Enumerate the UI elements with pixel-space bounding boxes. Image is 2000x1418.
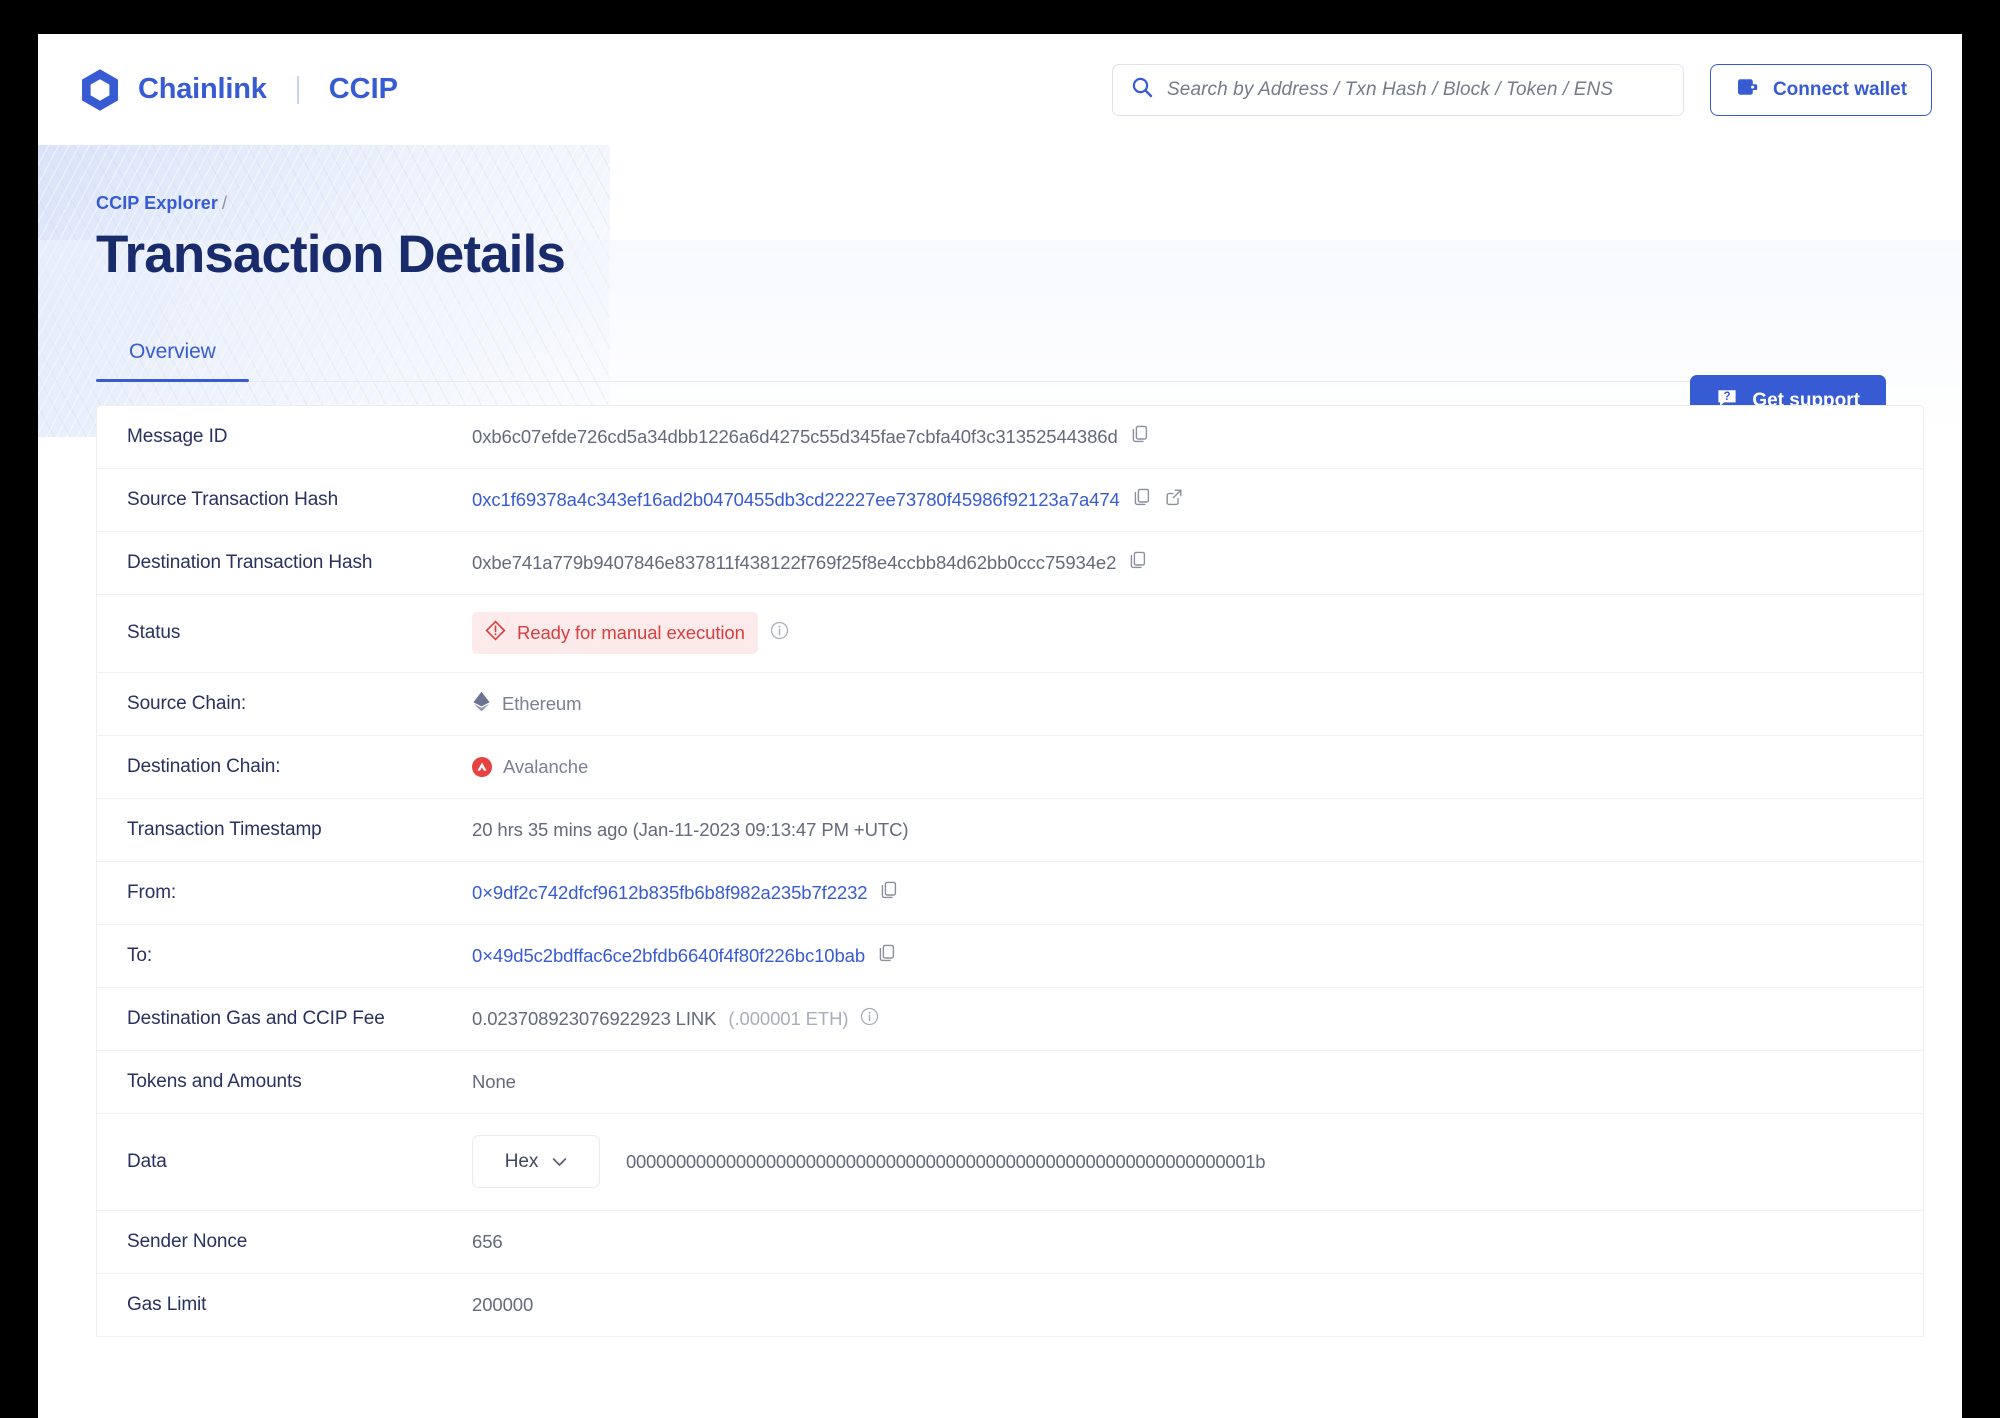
row-source-transaction-hash: Source Transaction Hash 0xc1f69378a4c343… (97, 469, 1923, 532)
status-badge: Ready for manual execution (472, 612, 758, 655)
row-from: From: 0×9df2c742dfcf9612b835fb6b8f982a23… (97, 862, 1923, 925)
value-data-group: Hex 000000000000000000000000000000000000… (472, 1135, 1923, 1189)
label-source-transaction-hash: Source Transaction Hash (127, 488, 339, 510)
value-to-group: 0×49d5c2bdffac6ce2bfdb6640f4f80f226bc10b… (472, 943, 1923, 968)
copy-icon[interactable] (1132, 487, 1152, 512)
value-status-group: Ready for manual execution (472, 612, 1923, 655)
brand-divider (296, 75, 299, 104)
search-placeholder: Search by Address / Txn Hash / Block / T… (1167, 78, 1614, 100)
status-badge-label: Ready for manual execution (517, 622, 745, 644)
label-to: To: (127, 944, 153, 966)
value-fee-group: 0.023708923076922923 LINK (.000001 ETH) (472, 1007, 1923, 1031)
label-status: Status (127, 622, 181, 644)
connect-wallet-button[interactable]: Connect wallet (1710, 63, 1932, 116)
search-icon (1131, 76, 1153, 103)
row-source-chain: Source Chain: Ethereum (97, 673, 1923, 736)
page-hero: CCIP Explorer / Transaction Details ? Get… (38, 145, 1962, 440)
value-fee-eth: (.000001 ETH) (728, 1007, 849, 1029)
page-title: Transaction Details (96, 225, 566, 284)
link-to-address[interactable]: 0×49d5c2bdffac6ce2bfdb6640f4f80f226bc10b… (472, 944, 866, 966)
link-source-transaction-hash[interactable]: 0xc1f69378a4c343ef16ad2b0470455db3cd2222… (472, 488, 1120, 510)
row-destination-chain: Destination Chain: Avalanche (97, 736, 1923, 799)
value-destination-transaction-hash-group: 0xbe741a779b9407846e837811f438122f769f25… (472, 550, 1923, 575)
label-gas-limit: Gas Limit (127, 1293, 207, 1315)
row-data: Data Hex 0000000000000000000000000000000… (97, 1114, 1923, 1211)
label-destination-chain: Destination Chain: (127, 755, 281, 777)
value-message-id: 0xb6c07efde726cd5a34dbb1226a6d4275c55d34… (472, 425, 1118, 447)
external-link-icon[interactable] (1164, 487, 1184, 512)
row-tokens-and-amounts: Tokens and Amounts None (97, 1051, 1923, 1114)
info-icon[interactable] (860, 1007, 879, 1031)
tab-overview-label: Overview (129, 339, 216, 363)
value-data-hex: 0000000000000000000000000000000000000000… (626, 1150, 1266, 1172)
label-transaction-timestamp: Transaction Timestamp (127, 818, 322, 840)
tab-bar: Overview (96, 339, 1886, 383)
svg-text:?: ? (1724, 391, 1731, 403)
value-tokens-and-amounts: None (472, 1070, 516, 1092)
browser-viewport: Chainlink CCIP Search by Address / Txn H… (38, 34, 1962, 1418)
value-destination-chain: Avalanche (503, 755, 589, 777)
row-gas-limit: Gas Limit 200000 (97, 1274, 1923, 1337)
row-to: To: 0×49d5c2bdffac6ce2bfdb6640f4f80f226b… (97, 925, 1923, 988)
copy-icon[interactable] (879, 880, 899, 905)
info-icon[interactable] (770, 621, 789, 645)
data-format-value: Hex (504, 1150, 539, 1172)
label-destination-transaction-hash: Destination Transaction Hash (127, 551, 373, 573)
wallet-icon (1735, 75, 1759, 105)
label-from: From: (127, 881, 177, 903)
transaction-details-card: Message ID 0xb6c07efde726cd5a34dbb1226a6… (96, 404, 1924, 1337)
link-from-address[interactable]: 0×9df2c742dfcf9612b835fb6b8f982a235b7f22… (472, 881, 868, 903)
value-sender-nonce: 656 (472, 1230, 503, 1252)
value-source-chain-group: Ethereum (472, 691, 1923, 717)
top-navigation-bar: Chainlink CCIP Search by Address / Txn H… (38, 34, 1962, 145)
copy-icon[interactable] (1130, 424, 1150, 449)
row-message-id: Message ID 0xb6c07efde726cd5a34dbb1226a6… (97, 406, 1923, 469)
alert-diamond-icon (485, 620, 506, 646)
row-transaction-timestamp: Transaction Timestamp 20 hrs 35 mins ago… (97, 799, 1923, 862)
value-message-id-group: 0xb6c07efde726cd5a34dbb1226a6d4275c55d34… (472, 424, 1923, 449)
brand-product: CCIP (328, 73, 399, 105)
value-source-transaction-hash-group: 0xc1f69378a4c343ef16ad2b0470455db3cd2222… (472, 487, 1923, 512)
value-transaction-timestamp: 20 hrs 35 mins ago (Jan-11-2023 09:13:47… (472, 818, 909, 840)
chevron-down-icon (552, 1151, 567, 1173)
label-sender-nonce: Sender Nonce (127, 1230, 248, 1252)
value-source-chain: Ethereum (502, 692, 582, 714)
brand-name: Chainlink (138, 73, 267, 105)
search-input[interactable]: Search by Address / Txn Hash / Block / T… (1112, 63, 1684, 116)
connect-wallet-label: Connect wallet (1772, 78, 1908, 100)
row-destination-gas-and-ccip-fee: Destination Gas and CCIP Fee 0.023708923… (97, 988, 1923, 1051)
ethereum-icon (472, 691, 491, 717)
row-sender-nonce: Sender Nonce 656 (97, 1211, 1923, 1274)
label-tokens-and-amounts: Tokens and Amounts (127, 1070, 302, 1092)
data-format-select[interactable]: Hex (472, 1135, 600, 1189)
label-data: Data (127, 1150, 167, 1172)
chainlink-hexagon-icon (76, 66, 124, 114)
value-from-group: 0×9df2c742dfcf9612b835fb6b8f982a235b7f22… (472, 880, 1923, 905)
brand-logo-group[interactable]: Chainlink CCIP (76, 66, 398, 114)
label-source-chain: Source Chain: (127, 692, 247, 714)
breadcrumb-link-ccip-explorer[interactable]: CCIP Explorer (96, 193, 219, 213)
breadcrumb-separator: / (222, 193, 228, 213)
breadcrumb: CCIP Explorer / (96, 193, 1924, 214)
avalanche-icon (472, 756, 492, 777)
value-gas-limit: 200000 (472, 1293, 534, 1315)
label-destination-gas-and-ccip-fee: Destination Gas and CCIP Fee (127, 1007, 385, 1029)
label-message-id: Message ID (127, 425, 228, 447)
top-bar-right-group: Search by Address / Txn Hash / Block / T… (1112, 63, 1932, 116)
tab-overview[interactable]: Overview (96, 339, 249, 383)
row-destination-transaction-hash: Destination Transaction Hash 0xbe741a779… (97, 532, 1923, 595)
row-status: Status Ready for manual execution (97, 595, 1923, 673)
value-destination-transaction-hash: 0xbe741a779b9407846e837811f438122f769f25… (472, 551, 1117, 573)
value-destination-chain-group: Avalanche (472, 756, 1923, 778)
value-fee-link: 0.023708923076922923 LINK (472, 1007, 717, 1029)
copy-icon[interactable] (877, 943, 897, 968)
copy-icon[interactable] (1128, 550, 1148, 575)
